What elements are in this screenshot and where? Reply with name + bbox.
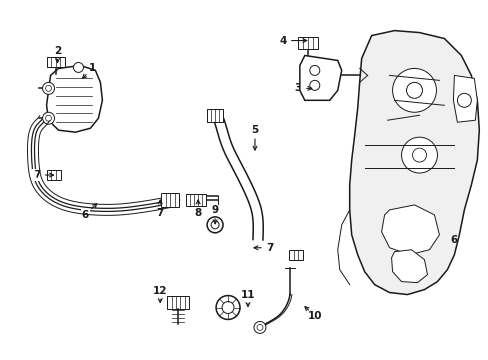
Text: 4: 4 [279,36,286,46]
Text: 11: 11 [240,289,255,300]
Circle shape [222,302,234,314]
Bar [207,109,223,122]
Circle shape [42,112,55,124]
Text: 7: 7 [156,208,163,218]
Polygon shape [452,75,476,122]
Bar [161,193,179,207]
Circle shape [42,82,55,94]
Text: 12: 12 [153,285,167,296]
Text: 1: 1 [89,63,96,73]
Circle shape [253,321,265,333]
Circle shape [309,80,319,90]
Bar [186,194,205,206]
Text: 8: 8 [194,208,202,218]
Bar [46,170,61,180]
Circle shape [73,62,83,72]
Text: 6: 6 [81,210,89,220]
Bar [297,37,317,49]
Polygon shape [381,205,439,255]
Bar [46,58,64,67]
Bar [288,250,302,260]
Text: 7: 7 [265,243,273,253]
Text: 5: 5 [251,125,258,135]
Text: 10: 10 [307,311,322,321]
Bar [167,296,189,309]
Text: 6: 6 [450,235,457,245]
Circle shape [216,296,240,319]
Text: 2: 2 [54,45,61,55]
Circle shape [207,217,223,233]
Circle shape [309,66,319,75]
Text: 7: 7 [33,170,40,180]
Circle shape [392,68,436,112]
Polygon shape [349,31,478,294]
Text: 3: 3 [294,84,301,93]
Circle shape [211,221,219,229]
Text: 9: 9 [211,205,218,215]
Circle shape [401,137,437,173]
Polygon shape [299,55,341,100]
Polygon shape [391,250,427,283]
